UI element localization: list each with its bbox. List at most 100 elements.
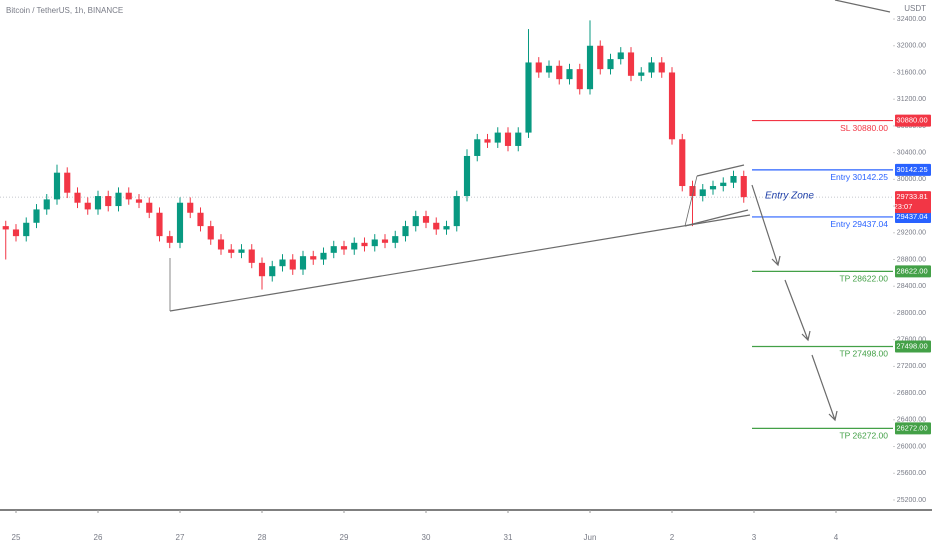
candle-body — [279, 259, 286, 267]
last-price-box — [895, 191, 931, 214]
candle-body — [709, 186, 717, 190]
drawings — [169, 0, 891, 422]
candle-body — [74, 192, 81, 203]
candle-body — [679, 139, 686, 187]
y-tick-label: 30400.00 — [897, 149, 926, 156]
candle-body — [269, 266, 276, 277]
candle-body — [494, 132, 501, 143]
candle-body — [668, 72, 676, 140]
candle-body — [627, 52, 635, 76]
candle-body — [556, 65, 563, 80]
y-tick-label: 25600.00 — [897, 470, 926, 477]
candle-body — [689, 186, 696, 197]
candle-body — [258, 262, 266, 277]
axis-price-label: 30880.00 — [896, 116, 927, 125]
candle-body — [566, 69, 573, 80]
axis-price-label: 29437.04 — [896, 212, 927, 221]
wedge-line — [684, 209, 749, 227]
level-label: Entry 29437.04 — [830, 219, 888, 229]
chart-title: Bitcoin / TetherUS, 1h, BINANCE — [6, 6, 123, 15]
candle-body — [617, 52, 624, 60]
candle-body — [320, 252, 327, 260]
plot: 25 26 27 28 29 30 31 Jun 2 3 4 25200.00 25600.00 2600… — [0, 16, 932, 542]
candle-body — [248, 249, 255, 263]
y-tick-label: 32400.00 — [897, 16, 926, 23]
annotation: Entry Zone — [765, 191, 814, 202]
candle-body — [720, 182, 727, 187]
candle-body — [474, 139, 481, 156]
candle-body — [453, 196, 460, 227]
arrow — [811, 354, 838, 422]
candle-body — [381, 239, 389, 243]
candle-body — [2, 226, 9, 230]
axis-price-box — [895, 422, 931, 435]
candle-body — [176, 202, 184, 243]
candle-body — [94, 196, 102, 210]
candle-body — [638, 72, 645, 76]
candle-body — [166, 236, 173, 243]
x-tick-label: 27 — [176, 533, 185, 542]
candle-body — [53, 172, 61, 200]
candle-body — [392, 236, 399, 243]
axis-price-box — [895, 210, 931, 223]
candle-body — [730, 176, 737, 183]
y-tick-label: 25200.00 — [897, 497, 926, 504]
axis-price-box — [895, 265, 931, 278]
candle-body — [217, 239, 225, 250]
y-tick-label: 31200.00 — [897, 96, 926, 103]
countdown-label: 23:07 — [894, 202, 913, 211]
candle-body — [43, 199, 50, 210]
x-tick-label: 26 — [94, 533, 103, 542]
x-tick-label: 3 — [752, 533, 757, 542]
last-price-label: 29733.81 — [896, 192, 927, 201]
x-tick-label: 4 — [834, 533, 839, 542]
candle-body — [525, 62, 532, 133]
y-tick-label: 32000.00 — [897, 43, 926, 50]
y-tick-label: 27600.00 — [897, 337, 926, 344]
candle-body — [422, 216, 430, 223]
wedge-line — [696, 164, 745, 177]
candle-body — [607, 59, 614, 70]
candle-body — [228, 249, 235, 253]
candle-body — [371, 239, 378, 247]
y-tick-label: 26800.00 — [897, 390, 926, 397]
candle-body — [545, 65, 553, 73]
level-label: SL 30880.00 — [840, 123, 888, 133]
candle-body — [443, 226, 450, 230]
candle-body — [412, 216, 419, 227]
candle-body — [207, 226, 214, 240]
level-label: TP 27498.00 — [839, 349, 888, 359]
candle-body — [658, 62, 665, 73]
axis-price-label: 26272.00 — [896, 423, 927, 432]
candle-body — [535, 62, 542, 73]
candle-body — [289, 259, 296, 270]
candle-body — [597, 45, 604, 70]
candle-body — [699, 189, 706, 197]
x-tick-label: 28 — [258, 533, 267, 542]
candle-body — [361, 242, 368, 247]
candle-body — [23, 222, 30, 237]
y-tick-label: 31600.00 — [897, 69, 926, 76]
candle-body — [340, 246, 348, 250]
candle-body — [330, 246, 337, 253]
y-tick-label: 26000.00 — [897, 443, 926, 450]
candle-body — [187, 202, 194, 213]
axis-price-label: 27498.00 — [896, 341, 927, 350]
candle-body — [33, 209, 40, 223]
candle-body — [648, 62, 655, 73]
candle-body — [238, 249, 245, 253]
candle-body — [504, 132, 512, 146]
x-tick-label: 25 — [12, 533, 21, 542]
trend-line — [834, 0, 891, 13]
axis-price-label: 30142.25 — [896, 165, 927, 174]
candle-body — [463, 155, 471, 197]
y-tick-label: 28000.00 — [897, 310, 926, 317]
candle-body — [310, 256, 317, 260]
candle-body — [586, 45, 594, 90]
candle-body — [740, 176, 747, 198]
y-tick-label: 29200.00 — [897, 230, 926, 237]
axis-price-box — [895, 340, 931, 353]
y-tick-label: 28800.00 — [897, 256, 926, 263]
